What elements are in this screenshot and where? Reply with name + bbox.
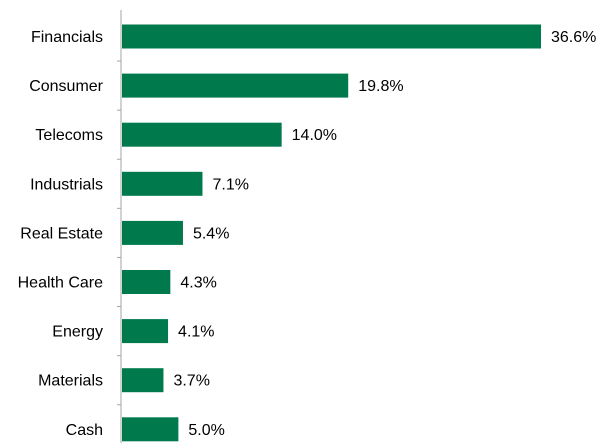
value-label: 36.6% [551,29,596,46]
bar [122,220,183,245]
value-label: 14.0% [292,127,337,144]
category-label: Health Care [18,275,103,292]
category-label: Industrials [30,176,103,193]
bar [122,368,164,393]
category-label: Materials [38,373,103,390]
bar [122,171,203,196]
bar [122,122,282,147]
category-label: Real Estate [20,225,103,242]
category-label: Consumer [29,78,103,95]
bar [122,270,171,294]
bars-layer: Financials 36.6% Consumer 19.8% Telecoms 14.0… [18,24,596,442]
bar [122,319,169,344]
category-label: Telecoms [35,127,103,144]
value-label: 7.1% [212,176,248,193]
category-label: Cash [66,422,103,439]
value-label: 4.3% [180,275,216,292]
value-label: 5.0% [188,422,224,439]
bar [122,417,179,442]
value-label: 19.8% [358,78,403,95]
value-label: 3.7% [173,373,209,390]
bar [122,24,541,49]
value-label: 5.4% [193,225,229,242]
value-label: 4.1% [178,324,214,341]
category-label: Energy [52,324,103,341]
bar [122,73,349,98]
category-label: Financials [31,29,103,46]
